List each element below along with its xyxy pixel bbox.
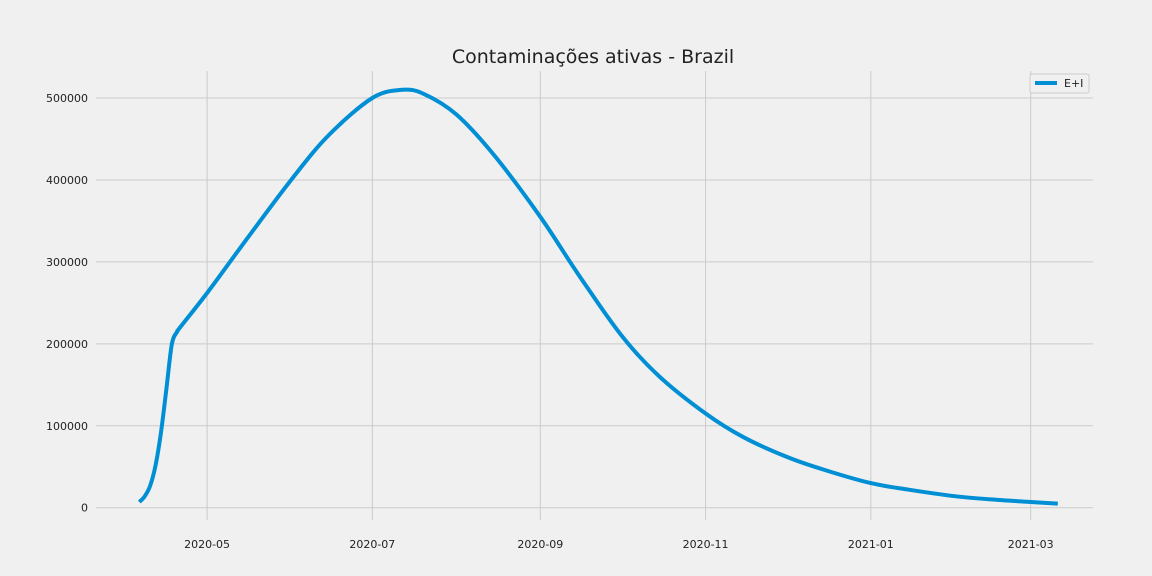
y-tick-label: 500000 [46, 92, 88, 105]
grid-lines [96, 71, 1093, 520]
y-tick-label: 100000 [46, 420, 88, 433]
y-tick-label: 300000 [46, 256, 88, 269]
y-tick-label: 0 [81, 502, 88, 515]
legend-label-e-i: E+I [1064, 77, 1083, 90]
x-tick-label: 2021-03 [1008, 538, 1054, 551]
y-tick-label: 200000 [46, 338, 88, 351]
series-line-e-i [137, 87, 1058, 506]
y-tick-label: 400000 [46, 174, 88, 187]
x-tick-label: 2021-01 [848, 538, 894, 551]
x-tick-label: 2020-09 [517, 538, 563, 551]
legend-box [1029, 73, 1090, 94]
x-tick-label: 2020-05 [184, 538, 230, 551]
x-tick-label: 2020-11 [683, 538, 729, 551]
x-axis-ticks: 2020-05 2020-07 2020-09 2020-11 2021-01 2021-… [184, 538, 1054, 551]
x-tick-label: 2020-07 [349, 538, 395, 551]
chart-title: Contaminações ativas - Brazil [452, 46, 734, 68]
series-layer [137, 87, 1058, 506]
legend: E+I [1029, 73, 1090, 94]
y-axis-ticks: 0 100000 200000 300000 400000 500000 [46, 92, 88, 515]
